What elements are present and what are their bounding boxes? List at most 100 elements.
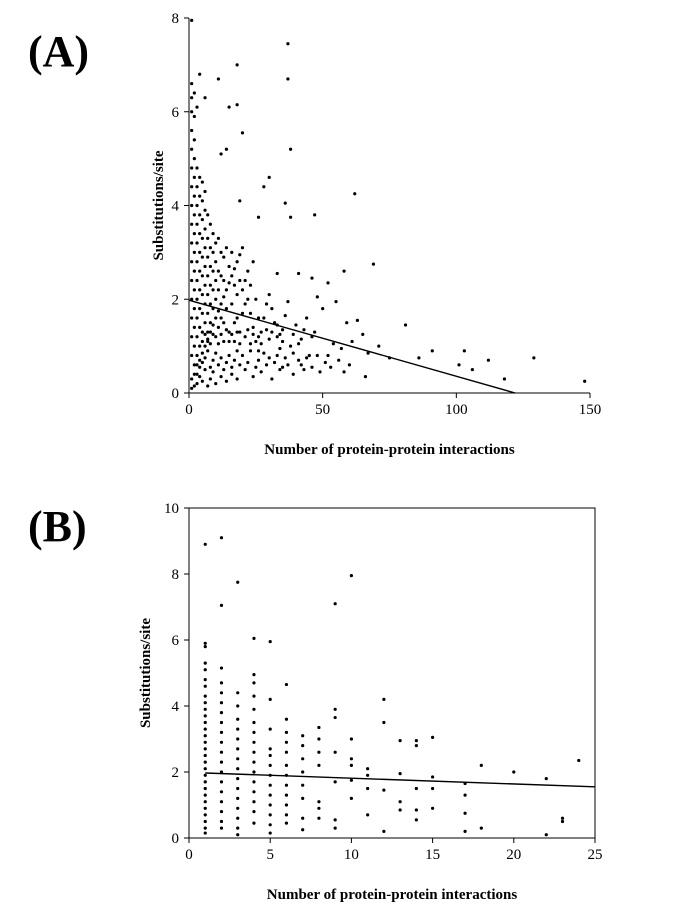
chart-a-point	[321, 307, 325, 311]
chart-b-point	[219, 536, 224, 540]
chart-a-point	[203, 96, 207, 100]
chart-b-point	[479, 763, 483, 768]
chart-b-point	[236, 767, 240, 771]
chart-a-point	[219, 274, 223, 278]
chart-a-point	[198, 307, 202, 311]
chart-b-point	[398, 808, 402, 812]
chart-b-point	[382, 829, 386, 834]
chart-a-point	[254, 297, 258, 301]
chart-b-point	[268, 831, 272, 835]
chart-b-point	[268, 640, 272, 644]
chart-b-point	[349, 737, 353, 741]
chart-b-point	[284, 740, 289, 744]
chart-a-point	[224, 288, 229, 292]
chart-a-point	[195, 363, 199, 367]
chart-a-point	[403, 323, 408, 327]
chart-a-point	[195, 353, 199, 358]
chart-a-point	[235, 260, 239, 264]
chart-a-point	[195, 297, 199, 301]
chart-a-point	[190, 147, 194, 151]
chart-a-point	[254, 339, 258, 344]
chart-b-point	[236, 833, 240, 837]
chart-a-point	[198, 250, 202, 254]
chart-a-point	[192, 175, 196, 179]
chart-a-point	[198, 175, 202, 179]
chart-a-point	[361, 332, 365, 337]
chart-a-point	[267, 292, 271, 297]
chart-b-point	[252, 636, 256, 640]
chart-a-point	[256, 349, 261, 353]
chart-a-point	[214, 351, 218, 355]
chart-a-point	[267, 175, 271, 179]
chart-a-point	[206, 213, 210, 217]
chart-a-point	[219, 332, 223, 337]
chart-a-point	[222, 321, 226, 325]
chart-a-point	[195, 278, 199, 283]
chart-a-point	[347, 363, 351, 367]
chart-a-point	[230, 332, 234, 337]
chart-b-point	[317, 763, 321, 768]
chart-b-point	[317, 816, 321, 820]
chart-b-point	[317, 806, 321, 810]
chart-a-point	[216, 288, 221, 292]
chart-b-point	[301, 734, 305, 738]
chart-a-point	[286, 77, 290, 81]
chart-a-point	[342, 269, 346, 273]
chart-a-point	[227, 330, 231, 334]
chart-a-point	[238, 253, 242, 257]
chart-a-point	[227, 281, 231, 285]
chart-b-y-axis-title: Substitutions/site	[138, 618, 154, 728]
chart-b-point	[219, 603, 224, 607]
chart-b-point	[349, 574, 353, 578]
chart-a-x-tick-label: 100	[445, 402, 468, 418]
chart-b-point	[577, 758, 581, 763]
chart-a-point	[240, 311, 245, 315]
chart-a-point	[246, 297, 250, 301]
chart-a-point	[206, 255, 210, 259]
chart-b-point	[268, 727, 272, 731]
chart-b-point	[219, 800, 224, 804]
chart-a-point	[198, 194, 202, 198]
chart-a-point	[291, 332, 295, 337]
chart-a-point	[203, 332, 207, 337]
chart-a-point	[214, 382, 218, 386]
chart-b-point	[219, 780, 224, 784]
chart-b-x-tick-label: 0	[185, 847, 193, 863]
chart-a-point	[251, 260, 255, 264]
chart-a-point	[211, 358, 215, 362]
chart-a-point	[297, 342, 301, 346]
chart-a-point	[307, 353, 311, 358]
chart-a-point	[462, 349, 466, 353]
chart-b-point	[560, 816, 565, 820]
chart-a-x-tick-label: 0	[185, 402, 193, 418]
chart-a-point	[272, 360, 277, 365]
chart-b-y-tick-label: 2	[172, 765, 180, 781]
chart-a-point	[222, 255, 226, 259]
chart-a-point	[190, 110, 194, 114]
chart-a-point	[329, 365, 333, 369]
chart-a-point	[190, 18, 194, 22]
chart-b-point	[349, 757, 353, 761]
chart-a-point	[315, 353, 319, 358]
chart-a-point	[251, 374, 255, 379]
chart-a-point	[299, 363, 303, 367]
chart-a-point	[219, 152, 223, 156]
chart-a-point	[192, 114, 196, 119]
chart-b-point	[236, 691, 240, 695]
chart-a-point	[254, 365, 258, 369]
chart-a-point	[192, 384, 196, 388]
chart-a-point	[203, 208, 207, 212]
chart-b-point	[284, 750, 289, 754]
chart-a-point	[206, 311, 210, 315]
chart-a-point	[457, 363, 461, 367]
chart-a-point	[200, 379, 204, 383]
chart-b-point	[219, 810, 224, 814]
chart-a-point	[206, 330, 210, 334]
chart-b-point	[203, 786, 207, 791]
chart-a-point	[198, 344, 202, 348]
chart-a-point	[238, 278, 242, 283]
chart-a-point	[219, 302, 223, 306]
chart-b-point	[236, 757, 240, 761]
chart-a-point	[286, 363, 290, 367]
chart-b-point	[236, 717, 240, 721]
